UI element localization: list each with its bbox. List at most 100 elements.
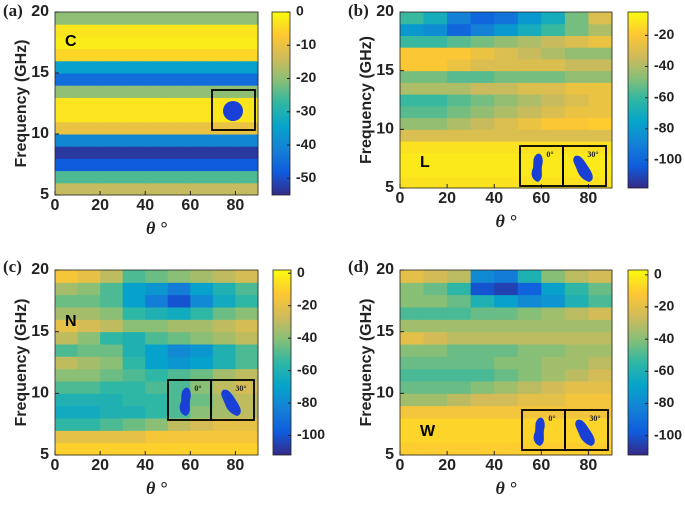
heat-cell [77,344,101,357]
heat-cell [564,23,589,36]
heat-cell [212,170,236,184]
heat-cell [588,58,613,72]
heat-cell [564,356,589,370]
heat-cell [100,134,124,147]
x-tick-label: 80 [580,190,598,207]
heat-cell [541,405,566,419]
heat-cell [423,23,448,36]
heat-cell [541,331,566,345]
heat-cell [447,393,472,407]
heat-cell [100,60,124,74]
annotation: N [65,313,77,330]
heat-cell [517,141,542,154]
heat-cell [122,381,146,394]
heat-cell [470,35,495,48]
heat-cell [100,405,124,419]
heat-cell [400,393,425,407]
heat-cell [100,344,124,357]
heat-cell [517,368,542,382]
heat-cell [564,117,589,130]
heat-cell [167,97,191,111]
heat-cell [564,270,589,283]
heat-cell [145,331,169,345]
colorbar-tick-label: -80 [654,394,674,410]
heat-cell [190,12,214,25]
heat-cell [145,344,169,357]
colorbar-tick-label: -20 [297,296,317,312]
heat-cell [564,381,589,394]
heat-cell [100,430,124,444]
heat-cell [212,368,236,382]
heat-cell [517,282,542,296]
y-tick-label: 10 [31,385,49,402]
x-tick-label: 20 [438,190,456,207]
heat-cell [55,24,79,37]
heat-cell [400,58,425,72]
heat-cell [145,121,169,135]
heat-cell [212,182,236,196]
heat-cell [494,393,519,407]
heat-cell [447,58,472,72]
heat-cell [167,319,191,333]
inset-box [210,379,255,421]
heat-cell [100,121,124,135]
heat-cell [400,356,425,370]
heat-cell [190,158,214,172]
heat-cell [122,344,146,357]
heat-cell [100,85,124,98]
heat-cell [423,294,448,308]
heat-cell [541,442,566,456]
y-tick-label: 15 [31,64,49,81]
heat-cell [470,393,495,407]
heat-cell [447,331,472,345]
heat-cell [145,73,169,86]
heat-cell [77,307,101,320]
annotation: L [420,154,430,171]
x-tick-label: 40 [136,457,154,474]
inset-shape [179,387,191,416]
heat-cell [55,109,79,123]
panel-label: (a) [3,1,23,20]
x-tick-label: 80 [227,457,245,474]
heat-cell [167,12,191,25]
heat-cell [235,331,259,345]
heat-cell [55,418,79,431]
heat-cell [564,344,589,357]
heat-cell [100,368,124,382]
heat-cell [167,24,191,37]
heat-cell [100,36,124,50]
heat-cell [400,282,425,296]
heat-cell [447,405,472,419]
heat-cell [447,12,472,25]
x-tick-label: 20 [91,197,109,214]
heat-cell [494,105,519,119]
heat-cell [564,368,589,382]
colorbar-tick-label: -100 [297,426,325,442]
heat-cell [122,430,146,444]
heat-cell [77,418,101,431]
heat-cell [541,12,566,25]
heat-cell [494,47,519,60]
heat-cell [235,85,259,98]
heat-cell [541,307,566,320]
heat-cell [190,442,214,456]
heat-cell [564,12,589,25]
heat-cell [494,164,519,177]
heat-cell [235,344,259,357]
heat-cell [145,170,169,184]
colorbar [272,269,292,456]
heat-cell [470,331,495,345]
heat-cell [77,430,101,444]
heat-cell [212,356,236,370]
heat-cell [423,129,448,142]
heat-cell [541,344,566,357]
heat-cell [190,307,214,320]
heat-cell [55,36,79,50]
heat-cell [447,152,472,166]
heat-cell [588,356,613,370]
heat-cell [212,60,236,74]
heat-cell [167,270,191,283]
heat-cell [517,442,542,456]
heat-cell [564,319,589,333]
panel-label: (d) [348,257,369,276]
